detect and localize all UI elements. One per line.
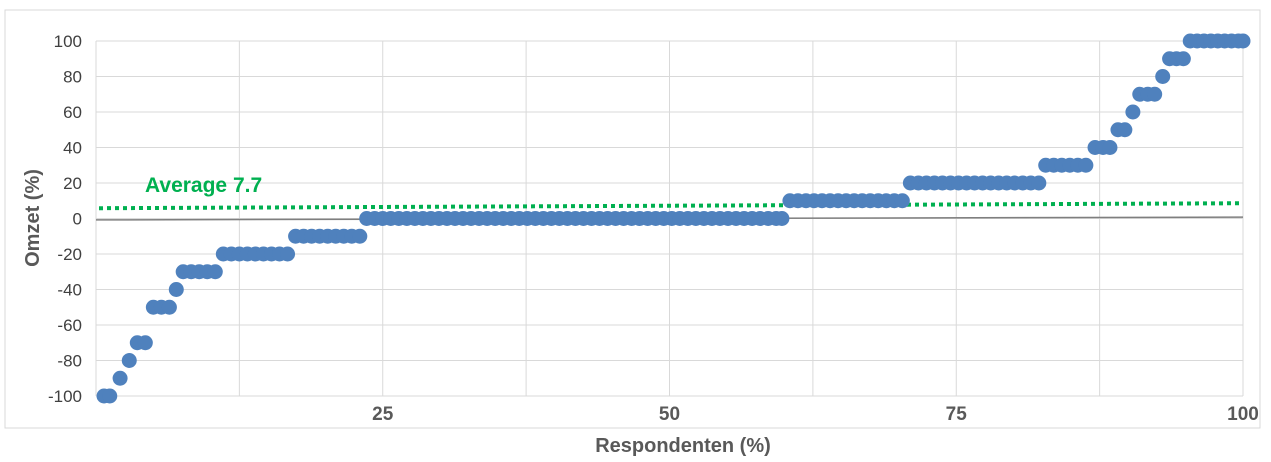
x-axis-title: Respondenten (%) [595, 435, 771, 457]
y-axis-title: Omzet (%) [22, 169, 44, 267]
average-label: Average 7.7 [145, 174, 262, 197]
y-tick-label: 100 [54, 32, 82, 51]
data-point [168, 282, 184, 297]
data-points [96, 33, 1251, 404]
data-point [1175, 51, 1191, 67]
data-point [894, 193, 910, 209]
y-tick-label: -20 [57, 245, 82, 264]
y-tick-labels: -100 -80 -60 -40 -20 0 20 40 60 80 100 [48, 32, 82, 406]
y-tick-label: -100 [48, 387, 82, 406]
data-point [1102, 140, 1118, 155]
data-point [280, 246, 296, 262]
y-tick-label: -60 [57, 316, 82, 335]
gridlines [95, 40, 1244, 397]
y-tick-label: 0 [73, 210, 82, 229]
data-point [1147, 86, 1163, 102]
average-line [98, 201, 1244, 211]
data-point [161, 299, 177, 315]
x-tick-label: 75 [946, 404, 968, 425]
data-point [774, 211, 790, 226]
y-tick-label: 60 [63, 103, 82, 122]
data-point [102, 388, 118, 404]
x-tick-label: 50 [659, 404, 680, 425]
data-point [121, 353, 137, 368]
x-tick-label: 100 [1227, 404, 1259, 425]
data-point [112, 370, 128, 386]
data-point [1078, 157, 1094, 173]
data-point [1125, 104, 1141, 120]
y-tick-label: 40 [63, 139, 82, 158]
data-point [352, 228, 368, 244]
y-tick-label: -80 [57, 352, 82, 371]
data-point [137, 335, 153, 351]
x-tick-labels: 25 50 75 100 [372, 404, 1259, 425]
data-point [1155, 69, 1171, 84]
data-point [1235, 33, 1251, 49]
data-point [207, 264, 223, 280]
data-point [1031, 175, 1047, 191]
y-tick-label: 20 [63, 174, 82, 193]
data-point [1117, 122, 1133, 138]
y-tick-label: 80 [63, 68, 82, 87]
y-tick-label: -40 [57, 281, 82, 300]
x-tick-label: 25 [372, 404, 394, 425]
